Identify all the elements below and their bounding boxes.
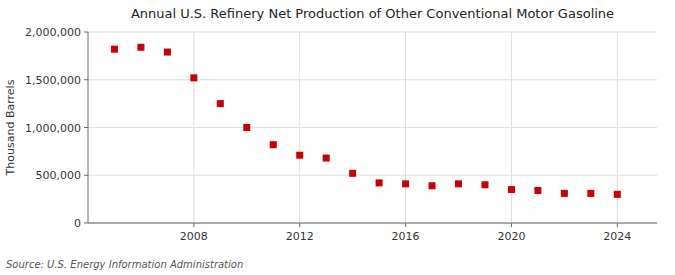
title: Annual U.S. Refinery Net Production of O… xyxy=(131,6,614,21)
tick-label-y: 1,000,000 xyxy=(25,122,81,135)
points xyxy=(111,44,621,198)
point xyxy=(270,141,277,148)
tick-label-y: 500,000 xyxy=(36,169,82,182)
source: Source: U.S. Energy Information Administ… xyxy=(6,259,243,270)
tick-y xyxy=(84,223,88,224)
grid-line-y xyxy=(88,79,657,80)
tick-y xyxy=(84,79,88,80)
grid-line-y xyxy=(88,223,657,224)
point xyxy=(402,180,409,187)
tick-label-x: 2012 xyxy=(286,230,314,243)
tick-y xyxy=(84,32,88,33)
tick-x xyxy=(193,223,194,227)
axis-x xyxy=(88,223,657,224)
grid-line-x xyxy=(299,32,300,223)
grid-line-y xyxy=(88,175,657,176)
point xyxy=(561,190,568,197)
point xyxy=(323,155,330,162)
axis-label-y: Thousand Barrels xyxy=(4,79,17,176)
point xyxy=(455,180,462,187)
tick-label-y: 2,000,000 xyxy=(25,26,81,39)
point xyxy=(349,170,356,177)
tick-x xyxy=(299,223,300,227)
point xyxy=(429,182,436,189)
point xyxy=(243,124,250,131)
tick-label-x: 2008 xyxy=(180,230,208,243)
point xyxy=(137,44,144,51)
point xyxy=(376,179,383,186)
point xyxy=(190,74,197,81)
axis-y xyxy=(88,32,89,223)
tick-label-x: 2016 xyxy=(392,230,420,243)
tick-x xyxy=(405,223,406,227)
chart: Annual U.S. Refinery Net Production of O… xyxy=(0,0,675,275)
point xyxy=(534,187,541,194)
tick-label-x: 2024 xyxy=(603,230,631,243)
tick-x xyxy=(617,223,618,227)
tick-label-x: 2020 xyxy=(497,230,525,243)
tick-y xyxy=(84,175,88,176)
grid-line-x xyxy=(193,32,194,223)
point xyxy=(111,46,118,53)
point xyxy=(296,152,303,159)
tick-y xyxy=(84,127,88,128)
tick-x xyxy=(511,223,512,227)
grid-line-y xyxy=(88,127,657,128)
point xyxy=(164,49,171,56)
grid-line-x xyxy=(511,32,512,223)
grid-line-y xyxy=(88,32,657,33)
tick-label-y: 1,500,000 xyxy=(25,74,81,87)
grid xyxy=(88,32,657,223)
grid-line-x xyxy=(405,32,406,223)
point xyxy=(508,186,515,193)
tick-label-y: 0 xyxy=(74,217,81,230)
point xyxy=(614,191,621,198)
point xyxy=(217,100,224,107)
point xyxy=(481,181,488,188)
point xyxy=(587,190,594,197)
